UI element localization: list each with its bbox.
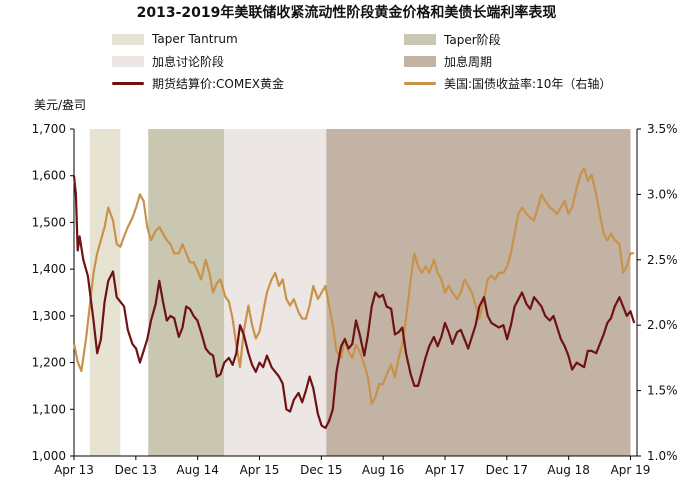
x-tick-label: Apr 19 — [611, 463, 651, 477]
legend-swatch-gold — [112, 81, 144, 85]
y2-tick-label: 2.0% — [647, 318, 678, 332]
legend-label-treasury: 美国:国债收益率:10年（右轴） — [444, 76, 612, 91]
legend-label-taper-tantrum: Taper Tantrum — [152, 32, 238, 46]
legend-item-treasury: 美国:国债收益率:10年（右轴） — [404, 75, 611, 91]
chart-title: 2013-2019年美联储收紧流动性阶段黄金价格和美债长端利率表现 — [136, 5, 557, 21]
phase-band-2 — [224, 129, 327, 456]
legend-item-taper-tantrum: Taper Tantrum — [112, 31, 238, 47]
y-tick-label: 1,200 — [32, 356, 66, 370]
x-tick-label: Dec 13 — [115, 463, 157, 477]
y-tick-label: 1,500 — [32, 215, 66, 229]
y2-tick-label: 2.5% — [647, 253, 678, 267]
y2-tick-label: 3.0% — [647, 187, 678, 201]
y-tick-label: 1,700 — [32, 122, 66, 136]
legend-label-taper-phase: Taper阶段 — [444, 32, 501, 47]
legend-label-hike-discussion: 加息讨论阶段 — [152, 54, 225, 69]
y-tick-label: 1,000 — [32, 449, 66, 463]
phase-band-3 — [326, 129, 631, 456]
series-line-treasury-yield — [72, 167, 635, 405]
x-tick-label: Apr 17 — [425, 463, 465, 477]
legend-label-hike-cycle: 加息周期 — [444, 54, 493, 69]
y2-tick-label: 1.5% — [647, 384, 678, 398]
x-tick-label: Apr 15 — [240, 463, 280, 477]
legend-item-gold: 期货结算价:COMEX黄金 — [112, 75, 284, 91]
y-axis-unit-label: 美元/盎司 — [34, 98, 87, 112]
legend-swatch-treasury — [404, 81, 436, 85]
legend-swatch-taper-tantrum — [112, 33, 144, 45]
y-tick-label: 1,400 — [32, 262, 66, 276]
y-tick-label: 1,300 — [32, 309, 66, 323]
legend-swatch-taper-phase — [404, 33, 436, 45]
y2-tick-label: 3.5% — [647, 122, 678, 136]
x-tick-label: Aug 16 — [362, 463, 405, 477]
y2-tick-label: 1.0% — [647, 449, 678, 463]
legend-item-hike-cycle: 加息周期 — [404, 53, 492, 69]
x-tick-label: Dec 15 — [300, 463, 342, 477]
x-tick-label: Apr 13 — [54, 463, 94, 477]
legend-swatch-hike-discussion — [112, 55, 144, 67]
y-tick-label: 1,100 — [32, 402, 66, 416]
legend-label-gold: 期货结算价:COMEX黄金 — [152, 76, 285, 91]
y-tick-label: 1,600 — [32, 169, 66, 183]
series-line-gold-price — [72, 175, 636, 430]
legend-item-taper-phase: Taper阶段 — [404, 31, 501, 47]
legend-swatch-hike-cycle — [404, 55, 436, 67]
legend-item-hike-discussion: 加息讨论阶段 — [112, 53, 224, 69]
x-tick-label: Aug 14 — [176, 463, 219, 477]
x-tick-label: Dec 17 — [486, 463, 528, 477]
x-tick-label: Aug 18 — [547, 463, 590, 477]
